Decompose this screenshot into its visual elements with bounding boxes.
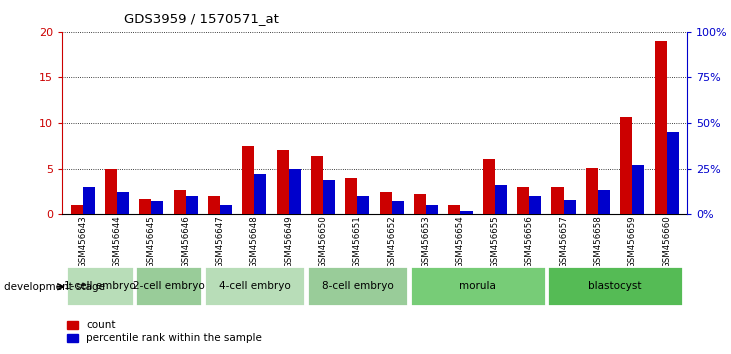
Bar <box>620 116 632 214</box>
Bar <box>117 192 129 214</box>
Text: GDS3959 / 1570571_at: GDS3959 / 1570571_at <box>124 12 279 25</box>
Bar <box>564 200 575 214</box>
Bar <box>380 192 392 214</box>
Bar <box>409 266 545 306</box>
Bar <box>67 266 134 306</box>
Bar <box>392 201 404 214</box>
Bar <box>289 169 300 214</box>
Text: GSM456646: GSM456646 <box>181 216 190 268</box>
Text: GSM456651: GSM456651 <box>353 216 362 268</box>
Bar <box>306 266 409 306</box>
Bar <box>414 194 426 214</box>
Text: GSM456647: GSM456647 <box>216 216 224 268</box>
Text: GSM456649: GSM456649 <box>284 216 293 268</box>
Text: GSM456648: GSM456648 <box>250 216 259 268</box>
Text: GSM456650: GSM456650 <box>319 216 327 268</box>
Legend: count, percentile rank within the sample: count, percentile rank within the sample <box>67 320 262 343</box>
Text: 2-cell embryo: 2-cell embryo <box>133 281 205 291</box>
Text: GSM456644: GSM456644 <box>113 216 121 268</box>
Bar <box>204 266 306 306</box>
Bar <box>83 187 95 214</box>
Text: 4-cell embryo: 4-cell embryo <box>219 281 290 291</box>
Bar <box>529 196 541 214</box>
Bar <box>482 159 495 214</box>
Text: GSM456657: GSM456657 <box>559 216 568 268</box>
Bar <box>426 205 438 214</box>
Text: GSM456653: GSM456653 <box>422 216 431 268</box>
Bar <box>71 205 83 214</box>
Bar <box>140 199 151 214</box>
Text: GSM456643: GSM456643 <box>78 216 87 268</box>
Text: morula: morula <box>459 281 496 291</box>
Text: 8-cell embryo: 8-cell embryo <box>322 281 393 291</box>
Bar <box>346 178 357 214</box>
Bar <box>461 211 472 214</box>
Bar <box>220 205 232 214</box>
Text: GSM456656: GSM456656 <box>525 216 534 268</box>
Bar <box>174 189 186 214</box>
Bar <box>667 132 678 214</box>
Bar <box>186 196 198 214</box>
Bar <box>517 187 529 214</box>
Bar <box>654 41 667 214</box>
Bar <box>323 179 335 214</box>
Text: 1-cell embryo: 1-cell embryo <box>64 281 136 291</box>
Text: GSM456659: GSM456659 <box>628 216 637 268</box>
Bar <box>151 201 164 214</box>
Text: GSM456655: GSM456655 <box>491 216 499 268</box>
Bar <box>135 266 202 306</box>
Bar <box>208 196 220 214</box>
Bar <box>357 196 369 214</box>
Text: GSM456652: GSM456652 <box>387 216 396 268</box>
Text: GSM456660: GSM456660 <box>662 216 671 268</box>
Text: GSM456645: GSM456645 <box>147 216 156 268</box>
Text: blastocyst: blastocyst <box>588 281 642 291</box>
Bar <box>598 190 610 214</box>
Bar <box>547 266 683 306</box>
Text: GSM456658: GSM456658 <box>594 216 602 268</box>
Bar <box>632 165 644 214</box>
Bar <box>586 168 598 214</box>
Bar <box>495 185 507 214</box>
Bar <box>311 156 323 214</box>
Text: GSM456654: GSM456654 <box>456 216 465 268</box>
Bar <box>105 169 117 214</box>
Bar <box>449 205 461 214</box>
Bar <box>254 174 267 214</box>
Text: development stage: development stage <box>4 282 105 292</box>
Bar <box>277 150 289 214</box>
Bar <box>243 146 254 214</box>
Bar <box>551 187 564 214</box>
